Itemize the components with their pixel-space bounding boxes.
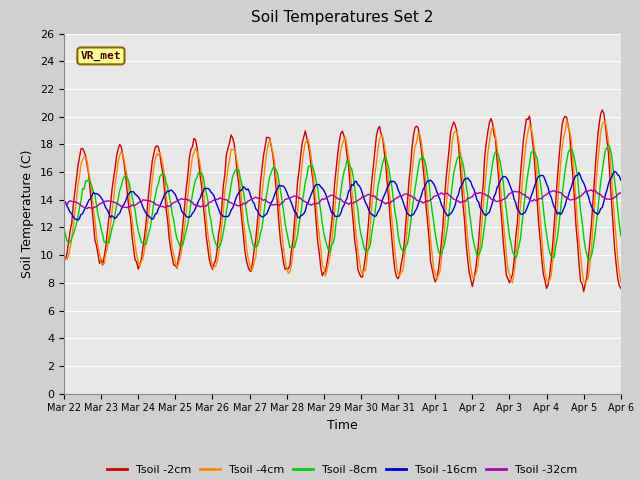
Title: Soil Temperatures Set 2: Soil Temperatures Set 2	[252, 11, 433, 25]
Text: VR_met: VR_met	[81, 51, 121, 61]
Y-axis label: Soil Temperature (C): Soil Temperature (C)	[22, 149, 35, 278]
Legend: Tsoil -2cm, Tsoil -4cm, Tsoil -8cm, Tsoil -16cm, Tsoil -32cm: Tsoil -2cm, Tsoil -4cm, Tsoil -8cm, Tsoi…	[103, 460, 582, 479]
X-axis label: Time: Time	[327, 419, 358, 432]
